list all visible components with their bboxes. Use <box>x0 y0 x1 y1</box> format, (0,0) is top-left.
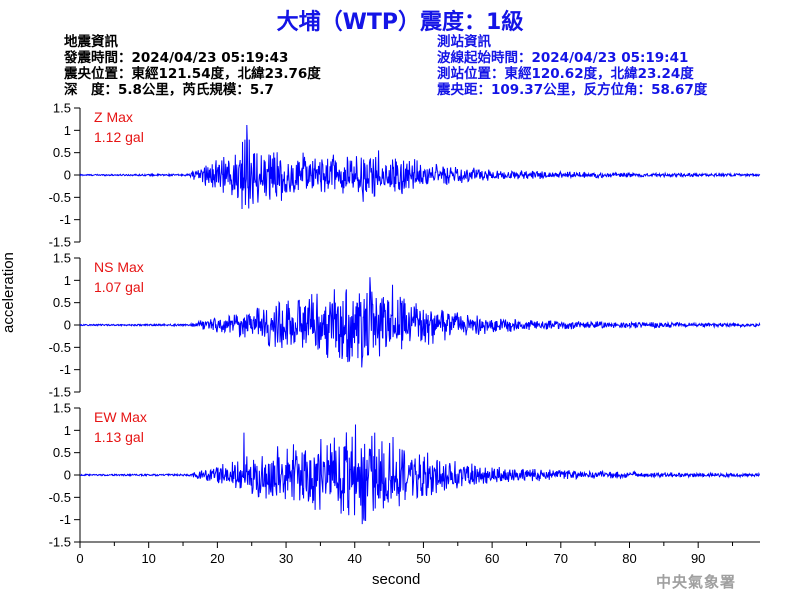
y-tick-label-ew: -1.5 <box>49 535 71 550</box>
chart-title: 大埔（WTP）震度：1級 <box>276 10 524 35</box>
y-tick-label-ew: 1.5 <box>53 401 71 416</box>
x-tick-label: 20 <box>210 551 224 566</box>
depth-magnitude: 深 度：5.8公里，芮氏規模：5.7 <box>64 82 274 98</box>
quake-info-block: 地震資訊 發震時間：2024/04/23 05:19:43 震央位置：東經121… <box>64 34 321 98</box>
max-label-z: Z Max <box>94 109 133 125</box>
y-tick-label-z: 0 <box>64 168 71 183</box>
y-tick-label-z: -1 <box>59 212 71 227</box>
epicentral-distance: 震央距：109.37公里，反方位角：58.67度 <box>437 82 708 98</box>
y-tick-label-ns: 0.5 <box>53 295 71 310</box>
y-tick-label-ew: 0.5 <box>53 445 71 460</box>
y-tick-label-z: -0.5 <box>49 190 71 205</box>
y-tick-label-ns: 0 <box>64 318 71 333</box>
x-tick-label: 60 <box>485 551 499 566</box>
y-tick-label-ns: -0.5 <box>49 340 71 355</box>
origin-time: 發震時間：2024/04/23 05:19:43 <box>64 50 289 66</box>
y-tick-label-ew: 1 <box>64 423 71 438</box>
waveform-trace-ew <box>79 424 760 525</box>
y-tick-label-ew: -0.5 <box>49 490 71 505</box>
max-value-z: 1.12 gal <box>94 129 144 145</box>
y-tick-label-ns: -1.5 <box>49 385 71 400</box>
wave-start-time: 波線起始時間：2024/04/23 05:19:41 <box>437 50 689 66</box>
max-label-ns: NS Max <box>94 259 144 275</box>
x-tick-label: 10 <box>141 551 155 566</box>
station-info-block: 測站資訊 波線起始時間：2024/04/23 05:19:41 測站位置：東經1… <box>437 34 707 98</box>
x-tick-label: 50 <box>416 551 430 566</box>
x-tick-label: 40 <box>348 551 362 566</box>
y-tick-label-z: 0.5 <box>53 145 71 160</box>
waveform-trace-z <box>79 124 761 209</box>
y-axis-label: acceleration <box>0 252 17 333</box>
epicenter: 震央位置：東經121.54度，北緯23.76度 <box>64 66 321 82</box>
max-value-ns: 1.07 gal <box>94 279 144 295</box>
y-tick-label-ns: 1 <box>64 273 71 288</box>
y-tick-label-z: 1 <box>64 123 71 138</box>
x-tick-label: 0 <box>76 551 83 566</box>
max-value-ew: 1.13 gal <box>94 429 144 445</box>
x-tick-label: 90 <box>691 551 705 566</box>
max-label-ew: EW Max <box>94 409 147 425</box>
x-tick-label: 70 <box>554 551 568 566</box>
waveform-trace-ns <box>79 277 761 368</box>
quake-info-heading: 地震資訊 <box>64 34 118 50</box>
y-tick-label-z: 1.5 <box>53 101 71 116</box>
station-info-heading: 測站資訊 <box>437 34 491 50</box>
x-tick-label: 80 <box>622 551 636 566</box>
y-tick-label-z: -1.5 <box>49 235 71 250</box>
station-location: 測站位置：東經120.62度，北緯23.24度 <box>437 66 694 82</box>
y-tick-label-ns: -1 <box>59 362 71 377</box>
x-axis-label: second <box>372 571 421 588</box>
y-tick-label-ns: 1.5 <box>53 251 71 266</box>
agency-watermark: 中央氣象署 <box>656 573 737 591</box>
x-tick-label: 30 <box>279 551 293 566</box>
y-tick-label-ew: -1 <box>59 512 71 527</box>
y-tick-label-ew: 0 <box>64 468 71 483</box>
